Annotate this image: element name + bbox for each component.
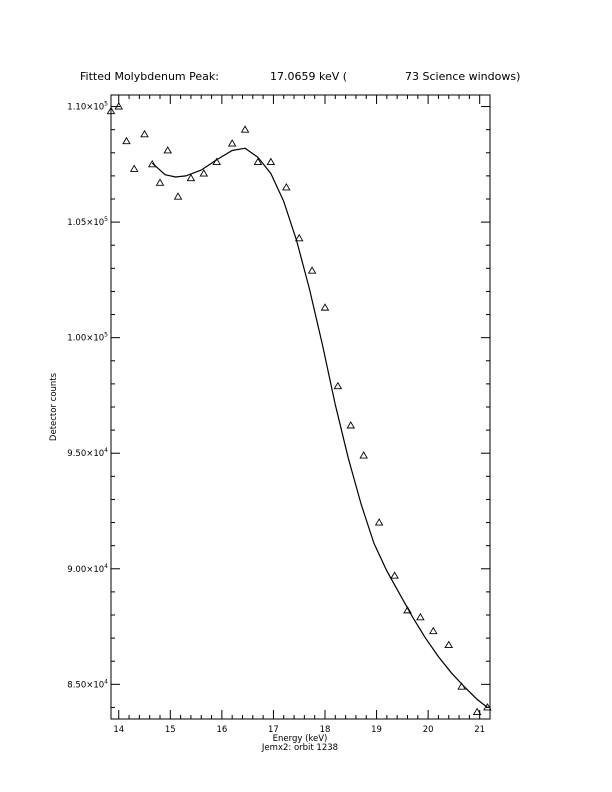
y-tick-label: 9.00×104 [67,563,108,575]
chart-subtitle: Jemx2: orbit 1238 [261,743,338,753]
data-point-triangle [472,707,482,716]
x-tick-label: 18 [320,725,331,735]
x-tick-label: 20 [423,725,434,735]
data-point-triangle [106,106,116,115]
data-point-triangle [416,612,425,621]
x-tick-label: 15 [165,725,176,735]
fit-curve-line [151,147,488,708]
data-point-triangle [147,159,157,168]
chart-title-prefix: Fitted Molybdenum Peak: [80,70,219,83]
data-point-triangle [253,157,263,165]
data-point-triangle [282,183,291,191]
data-point-triangle [428,626,438,635]
data-point-triangle [186,173,196,182]
data-point-triangle [227,139,237,147]
data-point-triangle [346,421,356,429]
x-tick-label: 17 [268,725,279,735]
data-point-triangle [359,451,368,459]
data-point-triangle [155,178,165,186]
data-series [106,102,492,716]
y-tick-label: 9.50×104 [67,447,108,459]
data-point-triangle [307,266,317,274]
y-tick-label: 1.10×105 [67,101,108,113]
data-point-triangle [403,605,412,614]
data-point-triangle [444,640,454,648]
y-tick-label: 8.50×104 [67,678,108,690]
x-axis-title: Energy (keV) [273,734,328,744]
data-point-triangle [320,303,330,311]
data-point-triangle [266,157,276,165]
chart-title-windows: 73 Science windows) [405,70,520,83]
plot-frame [110,94,491,720]
data-point-triangle [374,518,384,526]
chart-title-energy: 17.0659 keV ( [270,70,347,83]
data-point-triangle [199,169,209,177]
y-axis-title: Detector counts [49,372,59,441]
data-point-triangle [114,102,124,110]
x-tick-label: 16 [216,725,227,735]
data-point-triangle [140,129,149,138]
data-point-triangle [122,136,131,145]
x-axis-ticks: 14 15 16 17 18 19 20 21 [113,95,491,735]
x-tick-label: 21 [474,725,485,735]
data-point-triangle [173,192,183,200]
data-point-triangle [129,164,139,172]
x-tick-label: 14 [113,725,124,735]
data-point-triangle [163,146,173,154]
y-axis-ticks: 8.50×104 9.00×104 9.50×104 1.00×105 1.05×105… [67,101,490,708]
y-tick-label: 1.05×105 [67,216,108,228]
x-tick-label: 19 [371,725,382,735]
y-tick-label: 1.00×105 [67,332,108,344]
data-point-triangle [294,233,304,242]
data-point-triangle [390,571,399,579]
data-point-triangle [483,703,492,711]
data-point-triangle [333,381,343,390]
data-point-triangle [240,125,250,133]
